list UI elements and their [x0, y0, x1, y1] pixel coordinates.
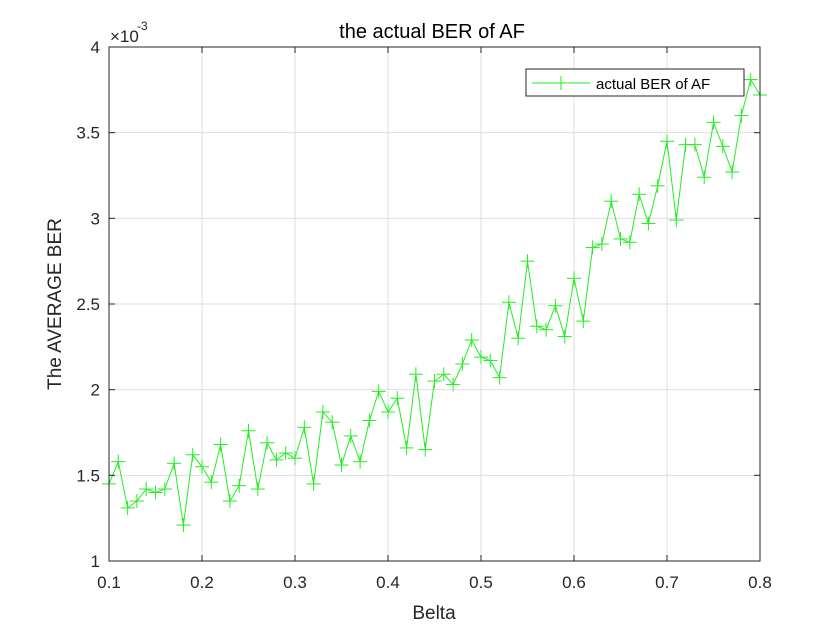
data-point-marker [343, 428, 358, 443]
data-point-marker [520, 254, 535, 269]
data-point-marker [613, 231, 628, 246]
data-point-marker [650, 178, 665, 193]
y-exponent-power: -3 [137, 19, 148, 33]
data-point-marker [455, 356, 470, 371]
data-point-marker [325, 415, 340, 430]
data-point-marker [418, 442, 433, 457]
data-point-marker [213, 437, 228, 452]
data-point-marker [120, 500, 135, 515]
y-axis-label: The AVERAGE BER [45, 218, 66, 390]
data-point-marker [390, 391, 405, 406]
data-point-marker [548, 298, 563, 313]
data-point-marker [706, 115, 721, 130]
data-point-marker [427, 374, 442, 389]
data-point-marker [185, 447, 200, 462]
y-tick-label: 2.5 [76, 295, 100, 314]
data-point-marker [576, 314, 591, 329]
chart-title: the actual BER of AF [339, 21, 525, 43]
y-tick-label: 2 [91, 381, 100, 400]
data-point-marker [539, 322, 554, 337]
data-point-marker [288, 451, 302, 466]
legend-marker-plus [554, 76, 568, 90]
legend: actual BER of AF [525, 68, 745, 97]
data-point-marker [641, 216, 656, 231]
series-layer [102, 72, 767, 533]
data-point-marker [436, 367, 451, 382]
data-point-marker [157, 482, 172, 497]
data-point-marker [408, 367, 423, 382]
data-point-marker [381, 404, 395, 419]
data-point-marker [687, 137, 702, 152]
data-point-marker [622, 235, 637, 250]
data-point-marker [232, 478, 247, 493]
x-tick-label: 0.3 [283, 573, 307, 592]
y-tick-label: 3.5 [76, 124, 100, 143]
data-point-marker [195, 459, 209, 474]
y-tick-label: 1.5 [76, 466, 100, 485]
data-point-marker [594, 237, 609, 252]
data-point-marker [734, 108, 749, 123]
x-tick-label: 0.1 [97, 573, 121, 592]
data-point-marker [715, 139, 730, 154]
data-point-marker [334, 458, 349, 473]
x-tick-label: 0.4 [376, 573, 400, 592]
data-point-marker [669, 213, 684, 228]
data-point-marker [204, 475, 219, 490]
data-point-marker [511, 331, 526, 346]
data-point-marker [297, 420, 312, 435]
y-exponent-base: ×10 [110, 27, 139, 46]
data-point-marker [557, 329, 572, 344]
data-point-marker [632, 187, 647, 202]
x-tick-label: 0.7 [655, 573, 679, 592]
data-point-marker [353, 454, 368, 469]
data-point-marker [222, 494, 237, 509]
data-point-marker [492, 370, 507, 385]
data-point-marker [278, 446, 293, 461]
data-point-marker [315, 404, 330, 419]
data-point-marker [697, 170, 712, 185]
y-axis-exponent: ×10 -3 [110, 19, 148, 46]
data-point-marker [743, 72, 758, 87]
ticks: 0.1 0.2 0.3 0.4 0.5 0.6 0.7 0.8 1 1.5 2 2.5 3 3.5 4 [76, 38, 771, 592]
y-tick-label: 3 [91, 209, 100, 228]
data-point-marker [483, 353, 498, 368]
data-point-marker [567, 271, 581, 286]
data-point-marker [148, 485, 163, 500]
x-tick-label: 0.5 [469, 573, 493, 592]
data-point-marker [529, 319, 544, 334]
data-point-marker [474, 350, 488, 365]
x-axis-label: Belta [412, 603, 456, 624]
data-point-marker [464, 332, 479, 347]
data-point-marker [660, 134, 674, 149]
data-point-marker [139, 482, 154, 497]
legend-label: actual BER of AF [596, 76, 710, 93]
x-tick-label: 0.6 [562, 573, 586, 592]
data-point-marker [260, 435, 275, 450]
data-point-marker [446, 377, 461, 392]
data-point-marker [129, 494, 144, 509]
data-point-marker [371, 384, 386, 399]
x-tick-label: 0.8 [748, 573, 772, 592]
data-point-marker [604, 194, 619, 209]
data-point-marker [501, 295, 516, 310]
data-point-marker [306, 476, 321, 491]
data-point-marker [167, 456, 182, 471]
y-tick-label: 4 [91, 38, 100, 57]
data-point-marker [399, 440, 414, 455]
data-point-marker [269, 452, 284, 467]
data-point-marker [176, 518, 191, 533]
data-point-marker [241, 423, 256, 438]
x-tick-label: 0.2 [190, 573, 214, 592]
data-point-marker [585, 240, 600, 255]
data-point-marker [111, 454, 126, 469]
data-point-marker [250, 482, 265, 497]
data-point-marker [362, 413, 377, 428]
y-tick-label: 1 [91, 552, 100, 571]
data-point-marker [725, 165, 740, 180]
